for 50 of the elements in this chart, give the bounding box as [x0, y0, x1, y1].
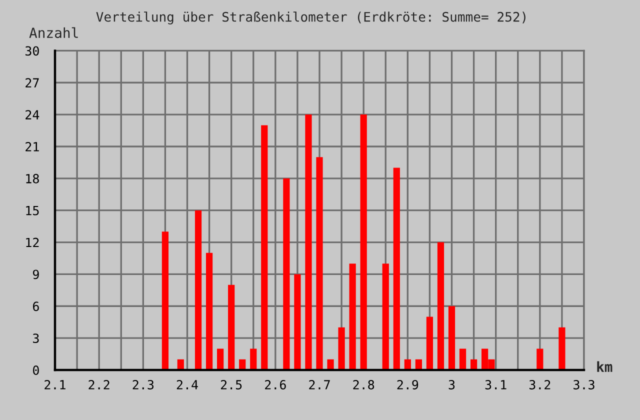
x-tick-label: 3.2: [529, 380, 550, 390]
y-tick-label: 12: [26, 238, 39, 248]
bar: [194, 210, 202, 370]
bar: [349, 264, 356, 370]
x-tick-label: 2.7: [309, 380, 330, 390]
bar: [382, 264, 389, 370]
bar: [305, 114, 312, 370]
bar: [459, 348, 466, 370]
y-axis-title: Anzahl: [29, 27, 78, 38]
chart-title: Verteilung über Straßenkilometer (Erdkröte: Summe= 252): [96, 12, 526, 24]
bar: [448, 306, 456, 370]
bar: [250, 348, 257, 370]
y-tick-label: 18: [26, 174, 39, 184]
x-tick-label: 2.2: [88, 380, 110, 390]
y-tick-label: 6: [33, 302, 39, 312]
bar: [316, 157, 323, 370]
bar: [360, 114, 367, 370]
bar: [206, 252, 213, 370]
bar: [162, 232, 169, 370]
x-tick-label: 2.9: [397, 380, 418, 390]
bar: [294, 274, 301, 370]
x-tick-label: 2.5: [220, 380, 242, 390]
y-tick-label: 0: [33, 366, 39, 375]
bar: [393, 168, 400, 370]
bar: [261, 125, 268, 370]
bar: [217, 348, 224, 370]
x-tick-label: 2.6: [265, 380, 286, 390]
x-tick-label: 2.4: [176, 380, 198, 390]
bar: [536, 348, 544, 370]
x-tick-label: 2.1: [44, 380, 66, 390]
y-tick-label: 24: [26, 110, 40, 120]
bar: [283, 178, 290, 370]
bar: [426, 316, 434, 370]
y-tick-label: 3: [33, 334, 39, 344]
x-tick-label: 3.3: [574, 380, 594, 390]
x-tick-label: 2.8: [353, 380, 374, 390]
y-tick-label: 9: [32, 270, 39, 280]
bar: [228, 284, 235, 370]
x-tick-label: 2.3: [132, 380, 154, 390]
y-tick-label: 30: [26, 46, 39, 56]
bar: [558, 327, 566, 370]
x-tick-label: 3.1: [485, 380, 506, 390]
bar: [437, 242, 444, 370]
x-tick-label: 3: [448, 380, 455, 390]
y-tick-label: 27: [26, 78, 39, 88]
bar: [338, 327, 345, 370]
y-tick-label: 21: [26, 142, 39, 152]
y-tick-label: 15: [26, 206, 39, 216]
x-axis-title: km: [597, 361, 612, 372]
bar: [327, 359, 334, 370]
